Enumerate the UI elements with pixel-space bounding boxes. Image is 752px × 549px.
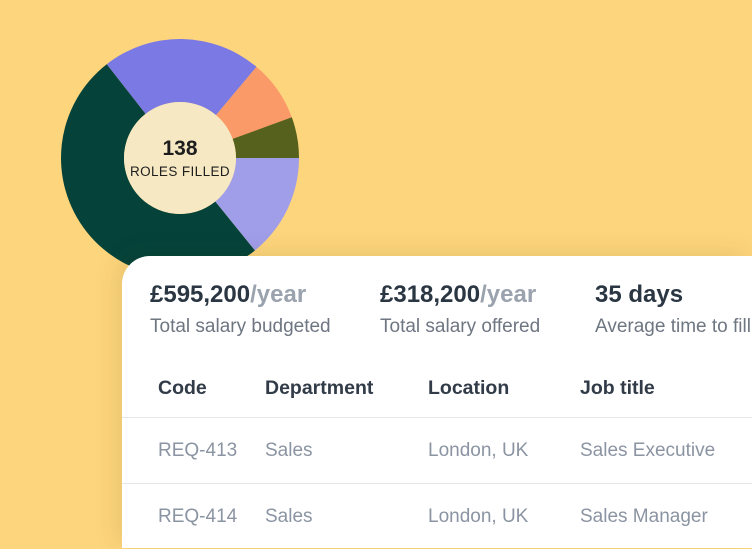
roles-filled-caption: ROLES FILLED [129, 164, 231, 180]
stat-value: 35 days [595, 283, 751, 307]
stat-label: Average time to fill [595, 316, 751, 337]
table-header-row: Code Department Location Job title [122, 359, 752, 418]
stat-amount: 35 days [595, 281, 684, 308]
donut-hole [124, 102, 236, 214]
stat-total-salary-offered: £318,200/year Total salary offered [380, 283, 540, 338]
column-header-job-title: Job title [580, 376, 655, 399]
donut-segment-green [60, 64, 255, 278]
stat-average-time-to-fill: 35 days Average time to fill [595, 283, 751, 338]
stat-suffix: /year [250, 281, 307, 308]
donut-segment-purple [106, 38, 257, 116]
column-header-location: Location [428, 376, 510, 399]
cell-job-title: Sales Manager [580, 505, 708, 527]
donut-segment-orange [215, 66, 292, 139]
donut-center-label: 138 ROLES FILLED [124, 102, 236, 214]
stat-total-salary-budgeted: £595,200/year Total salary budgeted [150, 283, 331, 338]
donut-segment-olive [232, 117, 299, 158]
stat-value: £595,200/year [150, 283, 331, 307]
stat-label: Total salary budgeted [150, 316, 331, 337]
cell-code: REQ-414 [158, 505, 238, 527]
column-header-department: Department [265, 376, 374, 399]
donut-svg [60, 38, 299, 278]
cell-job-title: Sales Executive [580, 439, 716, 461]
stat-label: Total salary offered [380, 316, 541, 337]
cell-location: London, UK [428, 439, 529, 461]
stat-amount: £318,200 [380, 281, 481, 308]
stat-suffix: /year [480, 281, 537, 308]
column-header-code: Code [158, 376, 207, 399]
donut-segment-lavender [215, 158, 299, 251]
table-row[interactable]: REQ-413 Sales London, UK Sales Executive [122, 418, 752, 484]
table-row[interactable]: REQ-414 Sales London, UK Sales Manager [122, 484, 752, 549]
cell-department: Sales [265, 505, 313, 527]
stat-value: £318,200/year [380, 283, 540, 307]
dashboard-card: £595,200/year Total salary budgeted £318… [122, 256, 752, 548]
cell-code: REQ-413 [158, 439, 238, 461]
roles-filled-count: 138 [162, 136, 198, 160]
requisitions-table: Code Department Location Job title REQ-4… [122, 359, 752, 548]
cell-department: Sales [265, 439, 313, 461]
stat-amount: £595,200 [150, 281, 251, 308]
cell-location: London, UK [428, 505, 529, 527]
roles-filled-donut-chart: 138 ROLES FILLED [59, 37, 301, 279]
